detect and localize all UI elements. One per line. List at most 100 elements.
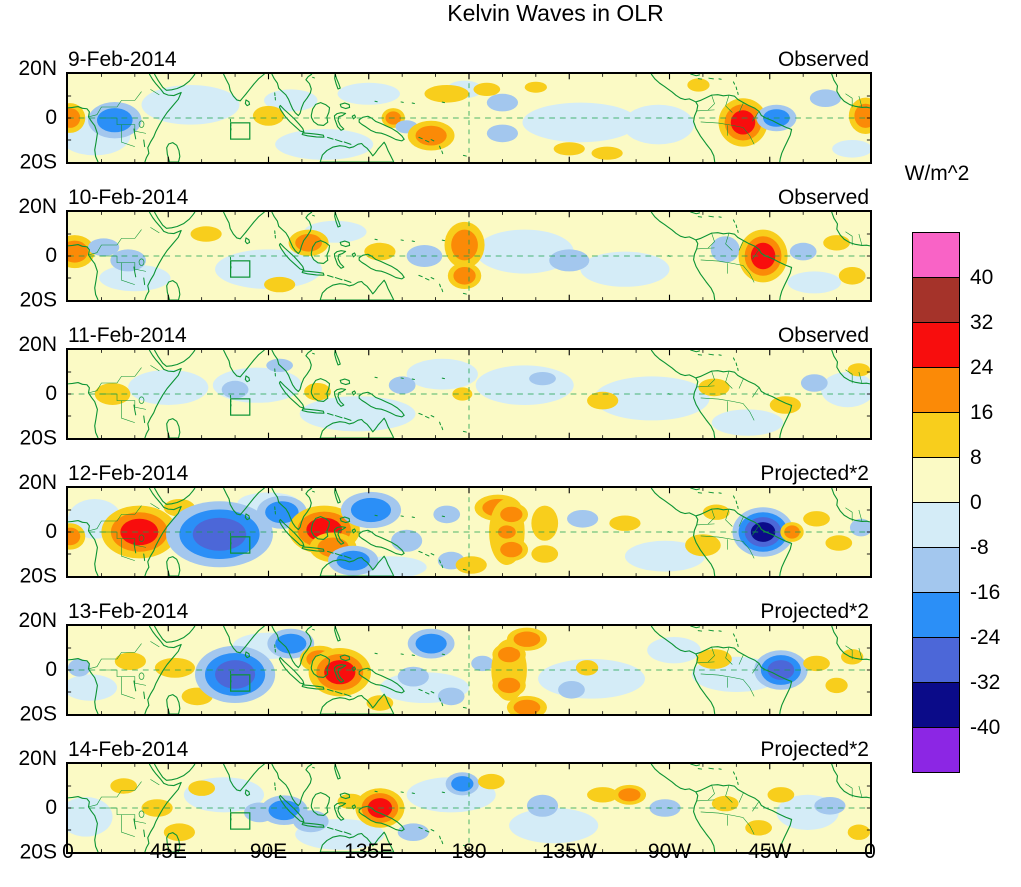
panel-header: 13-Feb-2014 Projected*2 [0, 578, 872, 624]
survey-region-box [230, 122, 251, 140]
y-axis-labels: 20N 0 20S [0, 471, 66, 588]
island-marks [133, 626, 739, 709]
x-axis-label: 0 [62, 840, 74, 863]
lake-victoria-outline [138, 672, 145, 680]
country-borders [88, 89, 863, 147]
colorbar-column: W/m^2 40 32 24 16 8 0 -8 -16 -24 -32 -40 [870, 0, 1021, 887]
panel-type-label: Observed [777, 186, 869, 209]
map-contour-svg [68, 350, 870, 438]
survey-region-box [230, 398, 251, 416]
panel-date-label: 12-Feb-2014 [68, 462, 189, 485]
x-axis-label: 90E [249, 840, 288, 863]
island-marks [133, 212, 739, 295]
y-axis-label: 20S [19, 150, 57, 174]
panel-type-label: Projected*2 [760, 600, 869, 623]
x-axis-label: 45E [149, 840, 187, 863]
coastlines [68, 350, 870, 438]
y-axis-label: 0 [45, 520, 57, 543]
axis-ticks [68, 212, 870, 300]
y-axis-label: 0 [45, 658, 57, 681]
country-borders [88, 227, 863, 285]
map-plot-area [66, 486, 872, 578]
panel-header: 10-Feb-2014 Observed [0, 164, 872, 210]
survey-region-box [230, 812, 251, 830]
map-panel: 10-Feb-2014 Observed 20N 0 20S [0, 164, 872, 312]
colorbar-tick-label: -8 [970, 536, 989, 559]
colorbar-tick-label: -32 [970, 671, 1001, 694]
y-axis-label: 0 [45, 106, 57, 129]
y-axis-labels: 20N 0 20S [0, 747, 66, 864]
x-axis-label: 135E [344, 840, 394, 863]
y-axis-label: 20S [19, 426, 57, 450]
y-axis-label: 0 [45, 796, 57, 819]
panel-header: 11-Feb-2014 Observed [0, 302, 872, 348]
y-axis-label: 20N [18, 56, 57, 80]
y-axis-labels: 20N 0 20S [0, 609, 66, 726]
colorbar-tick-label: 40 [970, 266, 994, 289]
colorbar [912, 232, 960, 773]
x-axis-label: 135W [541, 840, 597, 863]
colorbar-tick-label: -16 [970, 581, 1001, 604]
colorbar-cell [912, 277, 960, 323]
map-panel: 12-Feb-2014 Projected*2 20N 0 20S [0, 440, 872, 588]
island-marks [133, 764, 739, 847]
coastlines [68, 626, 870, 714]
panel-date-label: 13-Feb-2014 [68, 600, 189, 623]
panel-row: 20N 0 20S [0, 195, 872, 312]
coastlines [68, 764, 870, 852]
colorbar-tick-label: 0 [970, 491, 982, 514]
axis-ticks [68, 488, 870, 576]
map-panel: 11-Feb-2014 Observed 20N 0 20S [0, 302, 872, 449]
panel-header: 9-Feb-2014 Observed [0, 26, 872, 72]
lake-victoria-outline [138, 120, 145, 128]
colorbar-tick-label: 24 [970, 356, 994, 379]
axis-ticks [68, 764, 870, 852]
x-axis-label: 90W [647, 840, 692, 863]
colorbar-cell [912, 637, 960, 683]
anomaly-contours [94, 358, 870, 436]
colorbar-cell [912, 412, 960, 458]
map-plot-area [66, 762, 872, 854]
country-borders [88, 365, 863, 423]
colorbar-tick-label: -24 [970, 626, 1001, 649]
y-axis-label: 20N [18, 470, 57, 494]
colorbar-cell [912, 367, 960, 413]
panel-type-label: Observed [777, 324, 869, 347]
country-borders [88, 641, 863, 699]
panel-header: 14-Feb-2014 Projected*2 [0, 716, 872, 762]
panel-type-label: Projected*2 [760, 738, 869, 761]
y-axis-label: 0 [45, 382, 57, 405]
y-axis-label: 20N [18, 332, 57, 356]
anomaly-contours [68, 627, 864, 714]
map-plot-area [66, 210, 872, 302]
panel-type-label: Observed [777, 48, 869, 71]
map-contour-svg [68, 488, 870, 576]
panel-row: 20N 0 20S [0, 333, 872, 449]
survey-region-box [230, 674, 251, 692]
lake-victoria-outline [138, 534, 145, 542]
y-axis-label: 20S [19, 702, 57, 726]
panel-date-label: 10-Feb-2014 [68, 186, 189, 209]
lake-victoria-outline [138, 396, 145, 404]
map-plot-area [66, 348, 872, 440]
map-contour-svg [68, 626, 870, 714]
y-axis-label: 20N [18, 194, 57, 218]
coastlines [68, 74, 870, 162]
colorbar-cell [912, 502, 960, 548]
map-panel: 14-Feb-2014 Projected*2 20N 0 20S [0, 716, 872, 864]
x-axis-label: 0 [864, 840, 876, 863]
colorbar-tick-label: -40 [970, 716, 1001, 739]
panels-container: 9-Feb-2014 Observed 20N 0 20S 10-Feb-2014 Obse… [0, 26, 872, 864]
figure-title: Kelvin Waves in OLR [447, 0, 664, 26]
y-axis-label: 20S [19, 288, 57, 312]
axis-ticks [68, 350, 870, 438]
lake-victoria-outline [138, 810, 145, 818]
map-plot-area [66, 624, 872, 716]
y-axis-labels: 20N 0 20S [0, 195, 66, 312]
colorbar-cell [912, 547, 960, 593]
colorbar-cell [912, 682, 960, 728]
map-contour-svg [68, 74, 870, 162]
panel-date-label: 14-Feb-2014 [68, 738, 189, 761]
panel-row: 20N 0 20S [0, 747, 872, 864]
